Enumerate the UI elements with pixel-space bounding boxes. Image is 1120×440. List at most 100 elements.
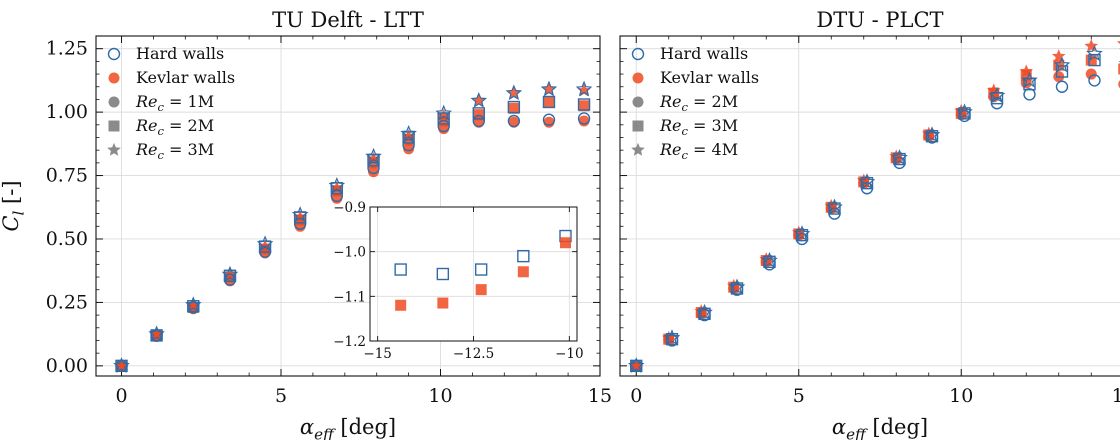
y-tick-label: 1.25 [46, 38, 88, 60]
data-point-hard-3M [470, 91, 488, 108]
data-point-hard-3M [365, 147, 382, 164]
data-point-hard-4M [1021, 71, 1038, 88]
y-axis-label-main: C [0, 215, 23, 231]
data-point-kevlar-1M [368, 166, 380, 178]
plot-frame [95, 35, 601, 377]
data-point-kevlar-2M [578, 100, 590, 112]
inset-data-point-kevlar [475, 284, 487, 296]
inset-data-point-kevlar [437, 297, 449, 309]
inset-data-point-hard [517, 249, 530, 263]
data-point-hard-2M [150, 329, 163, 342]
data-point-hard-3M [540, 80, 558, 97]
data-point-hard-1M [577, 112, 591, 125]
legend-label-rest: = 1M [164, 92, 214, 111]
inset-data-point-hard [474, 263, 488, 276]
data-point-hard-4M [793, 225, 811, 241]
data-point-hard-4M [696, 303, 713, 320]
data-point-kevlar-2M [473, 109, 485, 121]
data-point-hard-3M [1088, 53, 1101, 67]
data-point-kevlar-3M [1053, 59, 1065, 71]
data-point-kevlar-3M [577, 83, 591, 97]
legend-label-rest: = 4M [688, 140, 738, 159]
data-point-hard-3M [148, 325, 165, 342]
data-point-hard-3M [763, 255, 776, 269]
data-point-kevlar-2M [1085, 68, 1097, 80]
x-tick-label: 15 [588, 385, 612, 407]
data-point-hard-4M [858, 173, 876, 189]
legend-label-rest: = 3M [688, 116, 738, 135]
inset-x-tick-label: −10 [555, 346, 584, 362]
plot-frame [619, 35, 1120, 377]
x-axis-label: αeff [deg] [832, 415, 928, 440]
data-point-hard-3M [291, 206, 309, 222]
y-tick-label: 0.00 [46, 355, 88, 377]
legend-marker [631, 47, 645, 61]
inset-data-point-hard [394, 263, 407, 276]
legend-label-rest: = 3M [164, 140, 214, 159]
legend-marker [632, 96, 644, 108]
x-tick-label: 10 [428, 385, 452, 407]
data-point-hard-3M [256, 235, 274, 252]
data-point-hard-3M [860, 176, 874, 190]
data-point-hard-3M [990, 91, 1004, 105]
data-points [627, 39, 1120, 373]
legend-label-main: Re [659, 140, 682, 159]
data-point-kevlar-1M [543, 116, 555, 128]
data-point-hard-4M [663, 329, 681, 345]
data-point-hard-2M [258, 240, 272, 253]
inset-x-tick-label: −15 [363, 346, 392, 362]
x-tick-label: 5 [275, 385, 287, 407]
data-point-hard-4M [1053, 56, 1071, 73]
data-points [113, 80, 593, 373]
data-point-kevlar-2M [543, 96, 555, 108]
data-point-kevlar-4M [1116, 41, 1120, 50]
data-point-hard-4M [826, 198, 843, 215]
data-point-hard-2M [1088, 74, 1101, 87]
data-point-hard-3M [575, 80, 593, 97]
data-point-hard-3M [435, 104, 452, 121]
x-axis-label-main: α [300, 415, 314, 439]
data-point-hard-2M [507, 100, 521, 114]
x-axis-label-main: α [832, 415, 846, 439]
data-point-hard-2M [293, 211, 307, 224]
legend-label: Rec = 2M [659, 92, 738, 114]
data-point-hard-3M [221, 265, 239, 282]
data-point-hard-4M [1086, 45, 1103, 61]
data-point-hard-3M [1023, 78, 1036, 91]
data-point-hard-4M [988, 86, 1006, 103]
x-axis-label-rest: [deg] [866, 415, 928, 439]
inset-data-point-hard [436, 267, 450, 281]
x-tick-label: 0 [630, 385, 642, 407]
data-point-hard-3M [698, 307, 711, 321]
inset-y-tick-label: −0.9 [333, 200, 366, 216]
legend-label-main: Re [135, 92, 158, 111]
data-point-hard-1M [367, 161, 380, 175]
data-point-hard-4M [956, 103, 973, 120]
legend-label-sub: c [158, 124, 165, 138]
data-point-kevlar-4M [661, 330, 676, 344]
data-point-hard-4M [728, 278, 746, 295]
data-point-kevlar-4M [1084, 39, 1099, 52]
y-tick-label: 0.50 [46, 228, 88, 250]
data-point-hard-2M [115, 359, 128, 373]
legend-label: Rec = 3M [659, 116, 738, 138]
data-point-hard-3M [185, 296, 202, 313]
y-axis-label: Cl [-] [0, 180, 27, 231]
inset-data-point-kevlar [560, 237, 571, 249]
data-point-hard-3M [925, 130, 939, 143]
legend-label-sub: c [158, 100, 165, 114]
panel-tu-delft: 0 5 10 15 0.00 0.25 0.50 0.75 1.00 1.25 TU Delft -… [0, 8, 612, 440]
data-point-hard-3M [730, 282, 744, 295]
data-point-hard-3M [828, 202, 841, 215]
data-point-hard-3M [958, 107, 971, 120]
data-point-hard-1M [507, 114, 521, 128]
x-tick-label: 5 [793, 385, 805, 407]
legend-label: Hard walls [660, 44, 748, 63]
chart-title: DTU - PLCT [816, 8, 943, 32]
data-point-hard-2M [437, 112, 450, 125]
legend-label: Hard walls [136, 44, 224, 63]
data-point-hard-3M [113, 357, 130, 373]
data-point-hard-4M [761, 251, 778, 268]
data-point-hard-2M [472, 107, 485, 120]
